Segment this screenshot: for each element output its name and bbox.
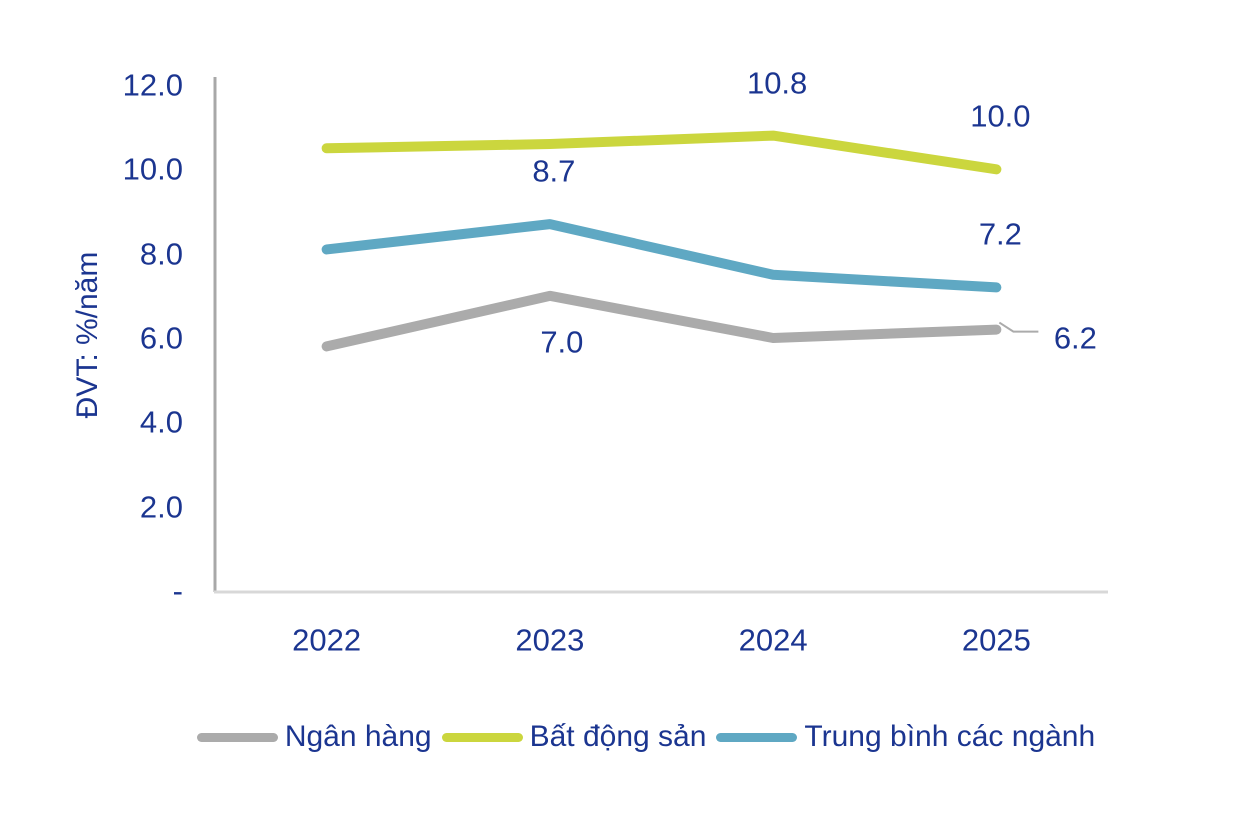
legend: Ngân hàng Bất động sản Trung bình các ngàn… bbox=[0, 722, 1236, 752]
legend-label: Bất động sản bbox=[529, 720, 707, 753]
legend-item-1: Ngân hàng bbox=[196, 720, 432, 753]
legend-swatch bbox=[441, 732, 523, 742]
series-line-3 bbox=[321, 219, 1002, 293]
legend-item-3: Trung bình các ngành bbox=[716, 722, 1095, 752]
legend-swatch bbox=[716, 732, 798, 742]
series-line-1 bbox=[321, 290, 1002, 352]
legend-item-2: Bất động sản bbox=[441, 720, 707, 753]
label-leader-line bbox=[998, 321, 1039, 333]
legend-swatch bbox=[196, 732, 278, 742]
legend-label: Ngân hàng bbox=[284, 720, 432, 753]
legend-label: Trung bình các ngành bbox=[804, 720, 1096, 753]
series-line-2 bbox=[321, 130, 1002, 175]
